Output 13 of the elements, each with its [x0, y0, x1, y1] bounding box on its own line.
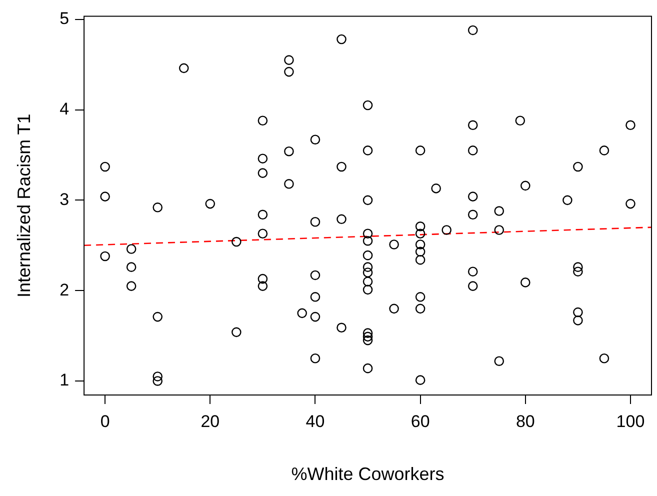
y-tick-label: 4 — [60, 99, 70, 118]
x-tick-label: 0 — [100, 412, 110, 431]
y-axis-title: Internalized Racism T1 — [14, 114, 34, 298]
y-tick-label: 5 — [60, 9, 70, 28]
x-tick-label: 100 — [616, 412, 645, 431]
y-tick-label: 1 — [60, 370, 70, 390]
x-tick-label: 20 — [200, 412, 220, 431]
x-tick-label: 40 — [306, 412, 325, 431]
y-tick-label: 3 — [60, 190, 70, 209]
x-axis-title: %White Coworkers — [291, 464, 444, 484]
x-tick-label: 60 — [410, 412, 430, 431]
x-tick-label: 80 — [516, 412, 535, 431]
y-tick-label: 2 — [60, 280, 70, 300]
